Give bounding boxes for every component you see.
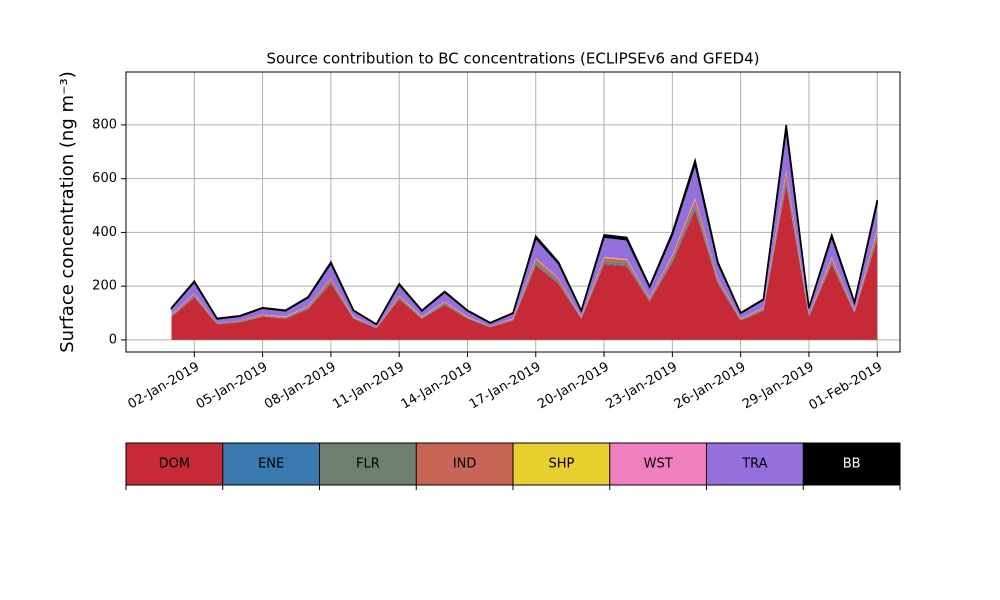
area <box>171 185 878 340</box>
legend-swatch <box>609 443 707 485</box>
legend-swatch <box>222 443 320 485</box>
legend-label: IND <box>453 457 477 472</box>
plot-frame <box>125 71 901 353</box>
legend-label: DOM <box>159 457 190 472</box>
y-tick-label: 600 <box>92 171 117 186</box>
legend-swatch <box>706 443 804 485</box>
legend-frame <box>125 442 901 486</box>
legend-label: WST <box>644 457 673 472</box>
x-tick-label: 23-Jan-2019 <box>604 360 681 413</box>
legend-swatch <box>126 443 223 485</box>
x-tick-label: 29-Jan-2019 <box>740 360 817 413</box>
area <box>171 129 878 328</box>
y-tick-label: 200 <box>92 279 117 294</box>
y-axis-label: Surface concentration (ng m⁻³) <box>57 71 78 353</box>
legend-swatch <box>513 443 610 485</box>
x-tick-label: 08-Jan-2019 <box>262 360 339 413</box>
legend-swatch <box>416 443 513 485</box>
y-tick-label: 0 <box>109 332 117 347</box>
x-tick-label: 11-Jan-2019 <box>330 360 407 413</box>
legend-label: ENE <box>258 457 284 472</box>
x-tick-label: 01-Feb-2019 <box>806 360 885 414</box>
legend-label: BB <box>843 457 861 472</box>
legend-swatch <box>803 443 900 485</box>
y-tick-label: 400 <box>92 225 117 240</box>
legend-label: TRA <box>741 457 767 472</box>
legend-label: SHP <box>548 457 574 472</box>
y-tick-label: 800 <box>92 117 117 132</box>
x-tick-label: 26-Jan-2019 <box>672 360 749 413</box>
legend-label: FLR <box>356 457 380 472</box>
legend-swatch <box>319 443 417 485</box>
area <box>170 124 878 326</box>
x-tick-label: 05-Jan-2019 <box>194 360 271 413</box>
chart-title: Source contribution to BC concentrations… <box>266 50 759 68</box>
x-tick-label: 20-Jan-2019 <box>535 360 612 413</box>
x-tick-label: 17-Jan-2019 <box>467 360 544 413</box>
x-tick-label: 14-Jan-2019 <box>399 360 476 413</box>
x-tick-label: 02-Jan-2019 <box>125 360 202 413</box>
